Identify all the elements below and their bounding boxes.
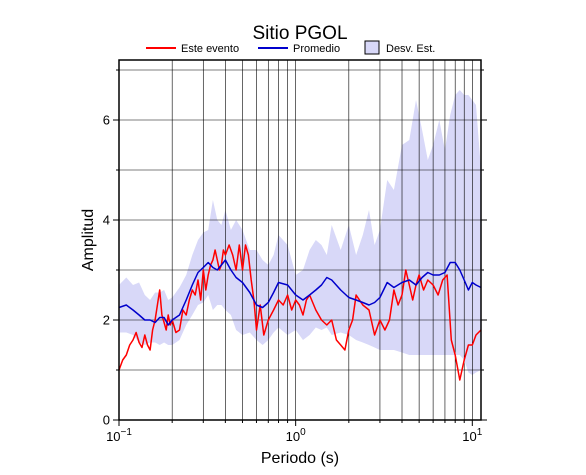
std-dev-band-layer bbox=[119, 90, 481, 375]
x-tick-exponent: −1 bbox=[121, 427, 133, 438]
std-dev-band bbox=[119, 90, 481, 375]
y-tick-label: 6 bbox=[103, 113, 110, 128]
legend-label-mean: Promedio bbox=[293, 43, 340, 55]
legend-label-event: Este evento bbox=[181, 43, 239, 55]
legend-label-band: Desv. Est. bbox=[386, 43, 435, 55]
plot-frame-layer bbox=[118, 59, 482, 421]
x-tick-exponent: 1 bbox=[477, 427, 483, 438]
x-tick-label: 100 bbox=[286, 427, 306, 444]
x-tick-exponent: 0 bbox=[300, 427, 306, 438]
chart-title: Sitio PGOL bbox=[252, 23, 347, 44]
y-axis-title: Amplitud bbox=[80, 209, 97, 271]
y-tick-label: 2 bbox=[103, 313, 110, 328]
x-tick-label: 10−1 bbox=[106, 427, 132, 444]
y-tick-label: 0 bbox=[103, 413, 110, 428]
legend-swatch-band bbox=[364, 40, 380, 55]
y-tick-label: 4 bbox=[103, 213, 110, 228]
plot-frame bbox=[118, 59, 482, 421]
grid-layer bbox=[119, 60, 481, 420]
x-tick-label: 101 bbox=[462, 427, 482, 444]
series-line-mean bbox=[118, 259, 482, 326]
series-layer bbox=[118, 244, 482, 381]
x-axis-title: Periodo (s) bbox=[261, 450, 339, 467]
series-line-event bbox=[118, 244, 482, 381]
legend: Este evento Promedio Desv. Est. bbox=[146, 40, 435, 55]
